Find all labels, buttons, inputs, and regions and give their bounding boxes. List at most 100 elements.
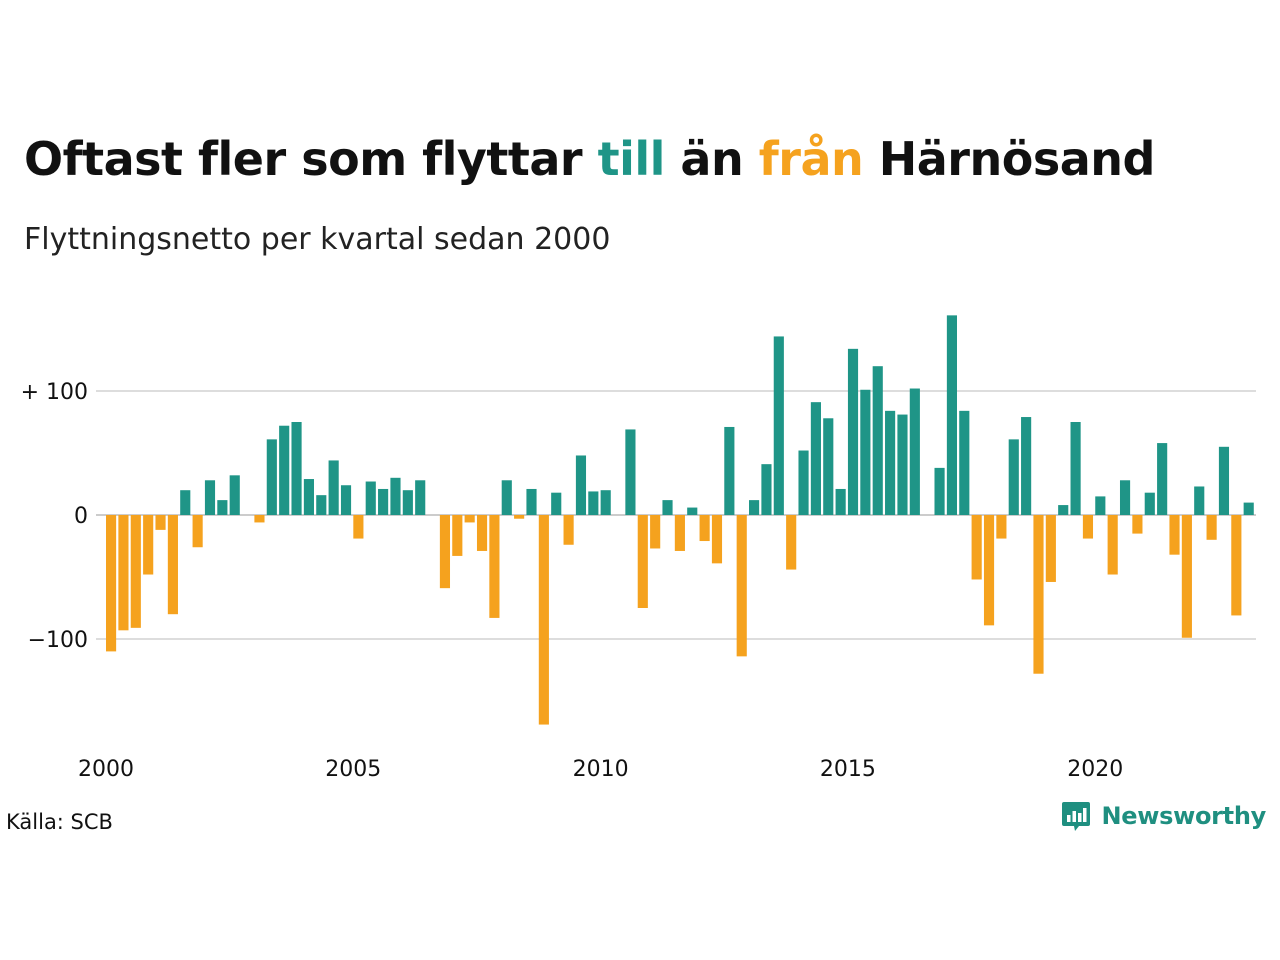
bar (1045, 515, 1056, 582)
bar (749, 500, 760, 515)
title-word-fran: från (758, 132, 864, 186)
bar (1008, 439, 1019, 515)
bar (885, 410, 896, 515)
x-tick-label: 2020 (1067, 757, 1123, 782)
bar (1033, 515, 1044, 674)
bar (254, 515, 265, 523)
bar (1070, 422, 1081, 515)
bar (316, 495, 327, 515)
y-tick-label: 0 (74, 504, 88, 529)
title-part-1: Oftast fler som flyttar (24, 132, 598, 186)
newsworthy-logo-icon (1062, 802, 1091, 831)
bar (353, 515, 364, 539)
chart-title: Oftast fler som flyttar till än från Här… (24, 132, 1155, 186)
bar (711, 515, 723, 564)
bar (266, 439, 277, 515)
bar (687, 507, 698, 515)
x-tick-label: 2000 (78, 757, 134, 782)
bar (378, 488, 389, 515)
bar (476, 515, 488, 551)
x-tick-label: 2010 (573, 757, 629, 782)
bar (650, 515, 661, 549)
bar (526, 488, 537, 515)
bar (143, 515, 154, 575)
bar (464, 515, 475, 523)
bar (291, 422, 302, 515)
bar (439, 515, 451, 589)
bar (823, 418, 834, 515)
bar (279, 425, 290, 515)
brand-name: Newsworthy (1101, 802, 1266, 830)
bar (1194, 486, 1205, 515)
bar (1169, 515, 1180, 555)
title-part-2: än (664, 132, 759, 186)
bar (415, 480, 426, 515)
bar (699, 515, 710, 542)
bar (773, 336, 784, 515)
bar (340, 485, 352, 515)
bar (106, 515, 117, 652)
bar (798, 450, 809, 515)
bar (810, 402, 821, 515)
bar (1021, 417, 1032, 515)
bar (118, 515, 129, 631)
x-tick-label: 2015 (820, 757, 876, 782)
bar (402, 490, 413, 515)
bar (1082, 515, 1094, 539)
bar (847, 348, 859, 515)
bar (180, 490, 191, 515)
bar (996, 515, 1007, 539)
newsworthy-brand[interactable]: Newsworthy (1061, 800, 1266, 832)
bar (217, 500, 228, 515)
chart-subtitle: Flyttningsnetto per kvartal sedan 2000 (24, 222, 611, 257)
bar (328, 460, 339, 515)
bar (204, 480, 216, 515)
bar (303, 479, 314, 515)
title-word-till: till (597, 132, 666, 186)
bar (551, 492, 562, 515)
bar (1132, 515, 1143, 534)
bar (155, 515, 166, 530)
bar (452, 515, 463, 556)
bar (835, 488, 846, 515)
bar (1107, 515, 1118, 575)
bar (365, 481, 376, 515)
bar (761, 464, 772, 515)
bar (934, 467, 945, 515)
title-part-3: Härnösand (863, 132, 1156, 186)
x-tick-label: 2005 (325, 757, 381, 782)
bar (736, 515, 747, 657)
bar (538, 515, 549, 725)
bar (786, 515, 797, 570)
y-tick-label: −100 (28, 628, 88, 653)
y-tick-label: + 100 (21, 380, 88, 405)
bar (971, 515, 982, 580)
bar (662, 500, 673, 515)
bar (588, 491, 599, 515)
bar (724, 426, 735, 515)
bar (1218, 446, 1230, 515)
bar (959, 410, 970, 515)
bar (909, 388, 920, 515)
bar (575, 455, 587, 515)
bar (600, 490, 611, 515)
bar (1058, 505, 1069, 515)
bar (1206, 515, 1217, 540)
bar (1119, 480, 1131, 515)
bar (501, 480, 512, 515)
bar (1231, 515, 1242, 616)
bar (1157, 443, 1168, 515)
bar (229, 475, 240, 515)
bar (192, 515, 203, 548)
bar (489, 515, 500, 618)
bar (130, 515, 141, 628)
bar (625, 429, 636, 515)
source-label: Källa: SCB (6, 810, 113, 834)
bar (390, 477, 401, 515)
bar (983, 515, 995, 626)
bar (674, 515, 685, 551)
bar (1144, 492, 1155, 515)
bar (897, 414, 908, 515)
bar (872, 366, 883, 515)
bar (860, 389, 871, 515)
